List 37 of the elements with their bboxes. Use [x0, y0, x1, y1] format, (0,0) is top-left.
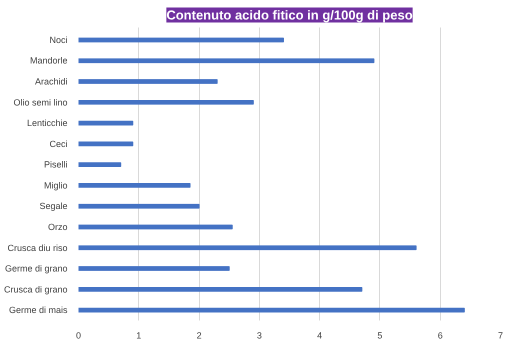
x-tick-label: 3 [256, 330, 262, 340]
y-tick-label: Arachidi [34, 76, 68, 87]
bar [78, 224, 233, 230]
bar [78, 100, 254, 105]
bar [78, 120, 134, 126]
x-tick-label: 7 [498, 330, 504, 340]
bar [78, 266, 230, 271]
bar [78, 204, 200, 209]
y-tick-label: Miglio [44, 180, 68, 190]
y-tick-label: Piselli [44, 160, 68, 170]
y-tick-label: Crusca diu riso [7, 242, 68, 253]
bar [78, 38, 284, 42]
x-tick-label: 2 [196, 330, 202, 340]
y-tick-label: Germe di grano [4, 264, 68, 274]
y-tick-label: Segale [39, 201, 68, 212]
y-tick-label: Mandorle [30, 56, 68, 66]
bar [78, 245, 417, 250]
y-tick-label: Crusca di grano [4, 284, 68, 294]
y-tick-label: Olio semi lino [13, 97, 68, 108]
x-tick-label: 4 [317, 330, 322, 340]
y-tick-label: Noci [49, 34, 68, 45]
x-tick-label: 0 [76, 330, 82, 340]
y-tick-label: Lenticchie [26, 118, 68, 128]
x-tick-label: 6 [438, 330, 443, 340]
bar [78, 79, 218, 84]
bar [78, 286, 362, 292]
chart-title: Contenuto acido fitico in g/100g di peso [166, 8, 413, 22]
bar [78, 58, 374, 64]
y-tick-label: Orzo [48, 222, 68, 232]
y-tick-label: Ceci [49, 138, 68, 149]
bar [78, 142, 134, 146]
x-tick-label: 5 [377, 330, 382, 340]
bar [78, 162, 122, 168]
y-tick-label: Germe di mais [8, 305, 68, 316]
bar [78, 308, 465, 312]
x-tick-label: 1 [136, 330, 142, 340]
bar [78, 183, 191, 188]
